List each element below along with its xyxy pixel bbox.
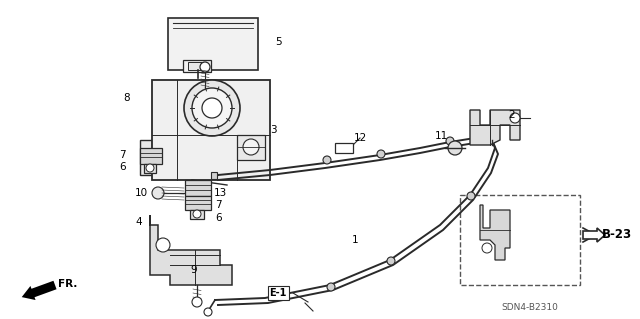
- Text: 5: 5: [275, 37, 282, 47]
- Bar: [190, 210, 204, 219]
- Text: 7: 7: [120, 150, 126, 160]
- Bar: [185, 196, 211, 210]
- Circle shape: [323, 156, 331, 164]
- Circle shape: [193, 210, 201, 218]
- Text: B-23: B-23: [602, 228, 632, 241]
- Text: 7: 7: [215, 200, 221, 210]
- Bar: [185, 180, 211, 196]
- Circle shape: [204, 308, 212, 316]
- Circle shape: [146, 164, 154, 172]
- FancyArrow shape: [583, 228, 605, 242]
- Text: FR.: FR.: [58, 279, 77, 289]
- Text: 9: 9: [191, 265, 197, 275]
- Bar: [183, 60, 211, 72]
- Bar: [335, 143, 353, 153]
- Circle shape: [192, 297, 202, 307]
- Bar: [140, 148, 162, 164]
- Circle shape: [200, 62, 210, 72]
- Circle shape: [446, 137, 454, 145]
- Circle shape: [486, 131, 494, 139]
- Bar: [168, 18, 258, 70]
- Circle shape: [243, 139, 259, 155]
- Polygon shape: [140, 140, 152, 175]
- Circle shape: [482, 243, 492, 253]
- Text: 2: 2: [509, 110, 515, 120]
- Bar: [237, 135, 265, 160]
- Polygon shape: [470, 110, 520, 145]
- Circle shape: [192, 88, 232, 128]
- Text: 13: 13: [214, 188, 227, 198]
- Bar: [152, 80, 270, 180]
- Text: 6: 6: [120, 162, 126, 172]
- Bar: [211, 172, 217, 179]
- Text: 1: 1: [352, 235, 358, 245]
- Circle shape: [184, 80, 240, 136]
- Text: 6: 6: [215, 213, 221, 223]
- Bar: [188, 62, 206, 70]
- FancyArrow shape: [22, 281, 56, 300]
- Bar: [144, 164, 156, 173]
- Text: 12: 12: [353, 133, 367, 143]
- Bar: [460, 195, 580, 285]
- Circle shape: [156, 238, 170, 252]
- Text: 8: 8: [124, 93, 130, 103]
- Text: 3: 3: [270, 125, 276, 135]
- Polygon shape: [480, 205, 510, 260]
- Circle shape: [327, 283, 335, 291]
- Circle shape: [448, 141, 462, 155]
- Text: 4: 4: [136, 217, 142, 227]
- Text: E-1: E-1: [269, 288, 287, 298]
- Circle shape: [467, 192, 475, 200]
- Circle shape: [510, 113, 520, 123]
- Circle shape: [387, 257, 395, 265]
- Circle shape: [377, 150, 385, 158]
- Circle shape: [202, 98, 222, 118]
- Polygon shape: [150, 215, 232, 285]
- Circle shape: [152, 187, 164, 199]
- Text: 11: 11: [435, 131, 448, 141]
- Text: SDN4-B2310: SDN4-B2310: [502, 303, 559, 313]
- Text: 10: 10: [135, 188, 148, 198]
